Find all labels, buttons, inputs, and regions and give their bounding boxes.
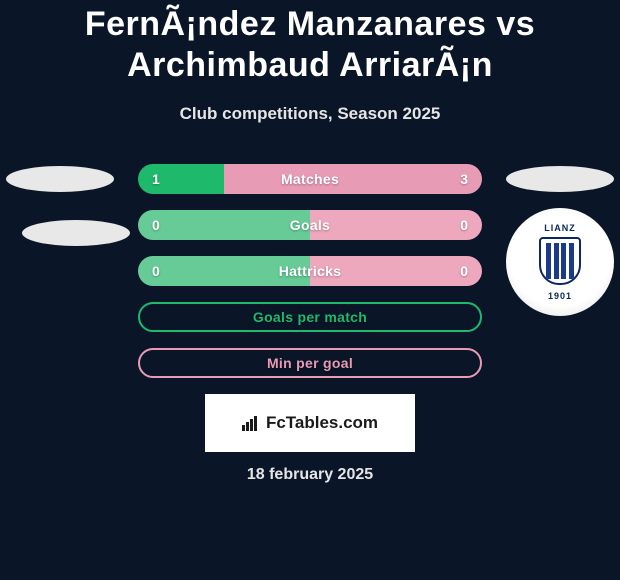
stat-row: 0Hattricks0: [138, 256, 482, 286]
stat-row: Min per goal: [138, 348, 482, 378]
stat-label: Goals per match: [140, 309, 480, 325]
badge-bottom-text: 1901: [517, 291, 603, 301]
stat-row: Goals per match: [138, 302, 482, 332]
stat-label: Matches: [138, 171, 482, 187]
badge-top-text: LIANZ: [517, 223, 603, 233]
badge-shield-icon: [539, 237, 581, 285]
bar-chart-icon: [242, 415, 262, 431]
page-title: FernÃ¡ndez Manzanares vs Archimbaud Arri…: [0, 4, 620, 86]
stat-value-right: 0: [460, 217, 468, 233]
stat-rows: 1Matches30Goals00Hattricks0Goals per mat…: [138, 164, 482, 378]
stat-label: Min per goal: [140, 355, 480, 371]
player-badge-placeholder-left-1: [6, 166, 114, 192]
stat-row: 0Goals0: [138, 210, 482, 240]
date-text: 18 february 2025: [0, 466, 620, 484]
stats-area: LIANZ 1901 1Matches30Goals00Hattricks0Go…: [0, 164, 620, 378]
stat-value-right: 0: [460, 263, 468, 279]
stat-label: Hattricks: [138, 263, 482, 279]
player-badge-placeholder-left-2: [22, 220, 130, 246]
credit-box: FcTables.com: [205, 394, 415, 452]
player-badge-placeholder-right-1: [506, 166, 614, 192]
subtitle: Club competitions, Season 2025: [0, 104, 620, 124]
stat-row: 1Matches3: [138, 164, 482, 194]
stat-value-right: 3: [460, 171, 468, 187]
stat-label: Goals: [138, 217, 482, 233]
comparison-infographic: FernÃ¡ndez Manzanares vs Archimbaud Arri…: [0, 0, 620, 484]
credit-text: FcTables.com: [266, 413, 378, 433]
club-badge: LIANZ 1901: [506, 208, 614, 316]
